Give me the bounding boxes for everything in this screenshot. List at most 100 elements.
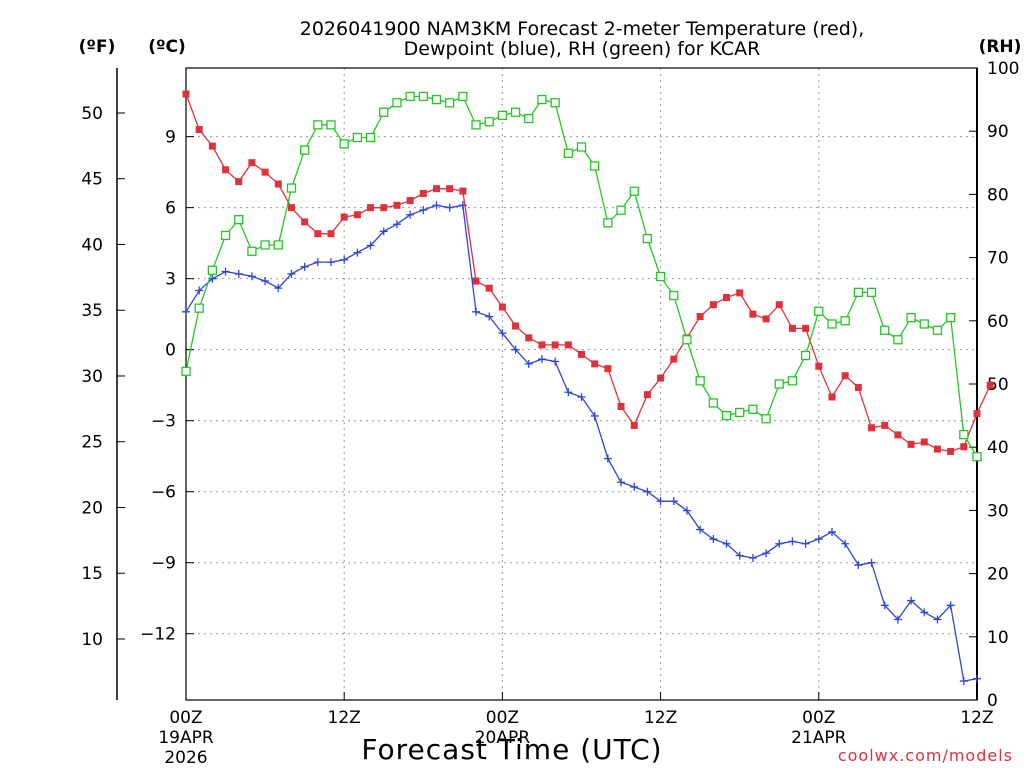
relative-humidity-point bbox=[721, 410, 732, 421]
relative-humidity-point bbox=[853, 287, 863, 298]
relative-humidity-point bbox=[339, 139, 349, 149]
2-meter-temperature-point bbox=[287, 204, 295, 212]
chart-title: 2026041900 NAM3KM Forecast 2-meter Tempe… bbox=[300, 18, 864, 40]
dewpoint-point bbox=[775, 539, 784, 548]
2-meter-temperature-point bbox=[762, 315, 770, 323]
2-meter-temperature-point bbox=[657, 374, 665, 382]
dewpoint-point bbox=[643, 487, 652, 496]
dewpoint-point bbox=[287, 269, 296, 278]
x-axis-label: Forecast Time (UTC) bbox=[361, 733, 662, 766]
2-meter-temperature-point bbox=[380, 204, 388, 212]
relative-humidity-point bbox=[735, 407, 745, 418]
relative-humidity-point bbox=[945, 312, 956, 323]
fahrenheit-tick-label: 25 bbox=[81, 433, 103, 453]
fahrenheit-tick-label: 15 bbox=[81, 564, 103, 584]
x-tick-label: 12Z bbox=[960, 708, 993, 728]
dewpoint-point bbox=[880, 601, 889, 610]
axes: 9630−3−6−9−12504540353025201510010203040… bbox=[81, 59, 1019, 768]
celsius-tick-label: −3 bbox=[151, 412, 176, 432]
fahrenheit-tick-label: 30 bbox=[81, 367, 103, 387]
rh-tick-label: 40 bbox=[987, 438, 1009, 458]
2-meter-temperature-point bbox=[868, 424, 876, 432]
rh-tick-label: 90 bbox=[987, 122, 1009, 142]
dewpoint-point bbox=[841, 539, 850, 548]
relative-humidity-point bbox=[524, 113, 534, 124]
relative-humidity-point bbox=[392, 98, 402, 108]
2-meter-temperature-point bbox=[841, 372, 849, 380]
relative-humidity-point bbox=[748, 404, 758, 414]
relative-humidity-point bbox=[840, 316, 850, 326]
rh-tick-label: 70 bbox=[987, 249, 1009, 269]
dewpoint-point bbox=[485, 312, 494, 321]
dewpoint-line bbox=[185, 204, 978, 682]
2-meter-temperature-point bbox=[591, 360, 599, 368]
celsius-tick-label: 0 bbox=[165, 341, 176, 361]
rh-tick-label: 20 bbox=[987, 565, 1009, 585]
relative-humidity-point bbox=[906, 312, 916, 323]
relative-humidity-point bbox=[827, 319, 837, 329]
relative-humidity-point bbox=[418, 91, 428, 102]
relative-humidity-point bbox=[273, 240, 283, 250]
relative-humidity-point bbox=[616, 205, 626, 215]
celsius-tick-label: −9 bbox=[151, 554, 176, 574]
dewpoint-point bbox=[379, 227, 388, 236]
dewpoint-point bbox=[340, 255, 349, 264]
relative-humidity-point bbox=[576, 142, 587, 152]
fahrenheit-unit-label: (ºF) bbox=[79, 37, 116, 57]
relative-humidity-point bbox=[919, 319, 929, 329]
2-meter-temperature-point bbox=[340, 213, 348, 221]
2-meter-temperature-point bbox=[973, 410, 981, 418]
2-meter-temperature-point bbox=[459, 187, 467, 195]
celsius-tick-label: −6 bbox=[151, 483, 176, 503]
dewpoint-point bbox=[577, 393, 586, 402]
2-meter-temperature-point bbox=[393, 201, 401, 209]
rh-tick-label: 60 bbox=[987, 312, 1009, 332]
x-tick-label: 00Z bbox=[802, 708, 835, 728]
2-meter-temperature-point bbox=[512, 322, 520, 330]
dewpoint-point bbox=[221, 267, 230, 276]
dewpoint-point bbox=[472, 307, 481, 316]
relative-humidity-point bbox=[352, 132, 363, 143]
relative-humidity-point bbox=[655, 271, 666, 282]
relative-humidity-point bbox=[247, 246, 257, 256]
relative-humidity-point bbox=[932, 325, 943, 335]
2-meter-temperature-point bbox=[525, 334, 533, 342]
dewpoint-point bbox=[854, 561, 863, 570]
dewpoint-point bbox=[564, 388, 573, 397]
dewpoint-point bbox=[801, 539, 810, 548]
dewpoint-point bbox=[946, 601, 955, 610]
relative-humidity-point bbox=[695, 376, 705, 386]
2-meter-temperature-point bbox=[986, 381, 994, 389]
relative-humidity-point bbox=[682, 335, 692, 345]
dewpoint-point bbox=[432, 201, 441, 210]
dewpoint-point bbox=[247, 272, 256, 281]
dewpoint-point bbox=[973, 674, 981, 683]
2-meter-temperature-point bbox=[301, 218, 309, 226]
relative-humidity-point bbox=[669, 290, 679, 301]
dewpoint-point bbox=[313, 258, 322, 267]
2-meter-temperature-point bbox=[367, 204, 375, 212]
fahrenheit-tick-label: 35 bbox=[81, 301, 103, 321]
relative-humidity-point bbox=[590, 161, 600, 171]
dewpoint-point bbox=[353, 248, 362, 257]
relative-humidity-point bbox=[365, 132, 376, 143]
dewpoint-point bbox=[682, 506, 691, 515]
fahrenheit-tick-label: 10 bbox=[81, 630, 103, 650]
relative-humidity-point bbox=[471, 120, 481, 130]
relative-humidity-point bbox=[207, 265, 218, 275]
fahrenheit-tick-label: 40 bbox=[81, 235, 103, 255]
relative-humidity-point bbox=[510, 107, 521, 117]
2-meter-temperature-point bbox=[327, 230, 335, 238]
relative-humidity-point bbox=[761, 414, 771, 424]
dewpoint-point bbox=[696, 525, 705, 534]
x-tick-label: 00Z bbox=[486, 708, 519, 728]
celsius-tick-label: 6 bbox=[165, 199, 176, 219]
2-meter-temperature-point bbox=[736, 289, 744, 297]
2-meter-temperature-point bbox=[815, 362, 823, 370]
2-meter-temperature-point bbox=[617, 402, 625, 410]
dewpoint-point bbox=[419, 206, 428, 215]
rh-tick-label: 100 bbox=[987, 59, 1019, 79]
2-meter-temperature-point bbox=[670, 355, 678, 363]
2-meter-temperature-point bbox=[235, 178, 243, 186]
